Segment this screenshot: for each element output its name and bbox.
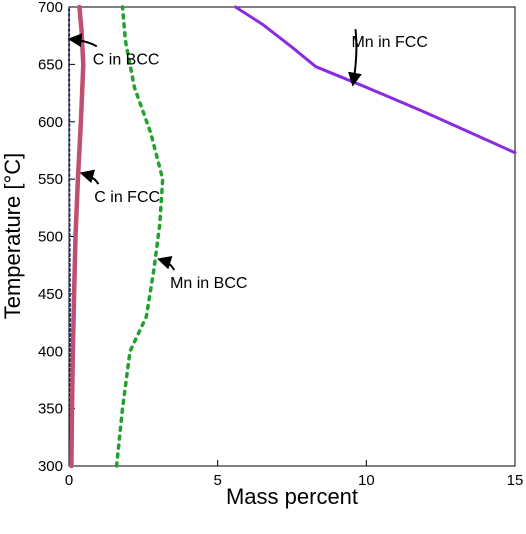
annotation-label-0: C in BCC xyxy=(93,51,160,68)
annotation-label-3: Mn in FCC xyxy=(351,34,427,51)
y-tick-label-3: 450 xyxy=(38,286,63,303)
x-tick-label-1: 5 xyxy=(213,472,221,489)
series-layer xyxy=(68,4,517,469)
x-axis-title: Mass percent xyxy=(226,484,358,509)
y-tick-label-6: 600 xyxy=(38,114,63,131)
y-tick-label-5: 550 xyxy=(38,171,63,188)
series-line-mn-in-fcc xyxy=(234,5,517,155)
series-line-c-in-fcc xyxy=(69,4,86,469)
annotation-arrow-2 xyxy=(157,255,176,271)
plot-frame xyxy=(68,6,516,467)
y-tick-label-4: 500 xyxy=(38,229,63,246)
x-tick-label-2: 10 xyxy=(358,472,375,489)
axis-ticks: 0 5 10 15 300 350 400 450 500 550 600 650 700 xyxy=(38,0,523,489)
y-tick-label-0: 300 xyxy=(38,458,63,475)
y-tick-label-8: 700 xyxy=(38,0,63,16)
y-tick-label-7: 650 xyxy=(38,56,63,73)
annotation-arrow-1 xyxy=(79,169,100,185)
series-line-mn-in-bcc xyxy=(114,5,165,468)
x-tick-label-0: 0 xyxy=(65,472,73,489)
annotation-arrow-3 xyxy=(348,29,362,87)
annotation-layer: C in BCC C in FCC Mn in BCC Mn in FCC xyxy=(67,29,428,292)
plot-area xyxy=(68,6,516,467)
x-tick-label-3: 15 xyxy=(507,472,524,489)
annotation-label-1: C in FCC xyxy=(94,189,160,206)
annotation-label-2: Mn in BCC xyxy=(170,275,247,292)
y-tick-label-2: 400 xyxy=(38,343,63,360)
annotation-arrow-0 xyxy=(67,33,98,48)
y-tick-label-1: 350 xyxy=(38,401,63,418)
y-axis-title: Temperature [°C] xyxy=(0,153,25,320)
